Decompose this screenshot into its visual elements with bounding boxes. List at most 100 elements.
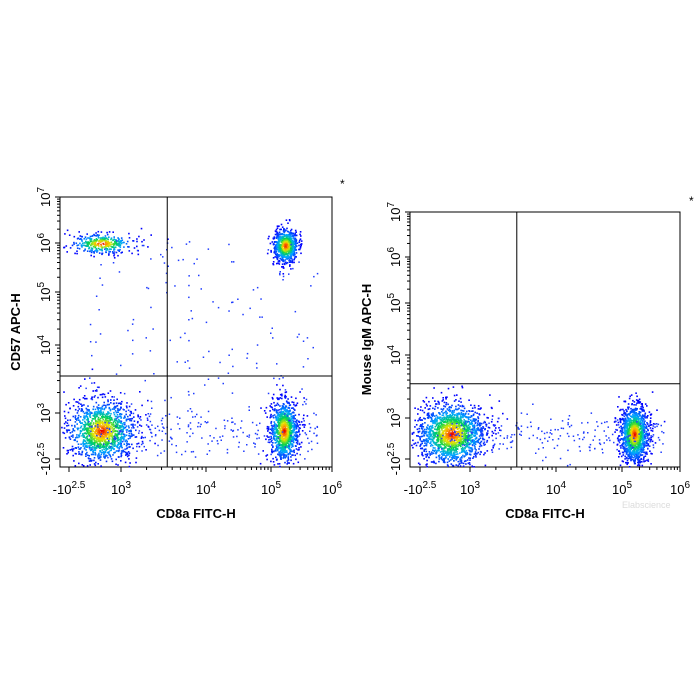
event-dot bbox=[126, 442, 128, 444]
event-dot bbox=[281, 226, 284, 228]
event-dot bbox=[263, 435, 266, 437]
event-dot bbox=[126, 431, 128, 433]
event-dot bbox=[71, 450, 74, 452]
event-dot bbox=[86, 427, 88, 429]
event-dot bbox=[459, 460, 461, 462]
event-dot bbox=[295, 426, 298, 428]
event-dot bbox=[79, 235, 82, 237]
event-dot bbox=[114, 405, 116, 408]
event-dot bbox=[111, 440, 114, 442]
event-dot bbox=[86, 435, 89, 437]
event-dot bbox=[298, 413, 300, 416]
event-dot bbox=[163, 427, 165, 429]
event-dot bbox=[421, 442, 423, 445]
event-dot bbox=[424, 453, 427, 456]
event-dot bbox=[132, 425, 134, 427]
event-dot bbox=[113, 442, 116, 444]
event-dot bbox=[105, 441, 107, 444]
event-dot bbox=[94, 452, 97, 455]
event-dot bbox=[484, 464, 487, 467]
event-dot bbox=[217, 306, 220, 309]
event-dot bbox=[436, 423, 439, 426]
event-dot bbox=[454, 443, 456, 446]
event-dot bbox=[81, 246, 83, 248]
event-dot bbox=[299, 391, 301, 393]
event-dot bbox=[137, 253, 140, 256]
event-dot bbox=[292, 246, 295, 249]
event-dot bbox=[149, 420, 152, 423]
event-dot bbox=[275, 417, 278, 420]
event-dot bbox=[286, 239, 289, 242]
event-dot bbox=[95, 389, 98, 391]
event-dot bbox=[283, 449, 285, 451]
event-dot bbox=[291, 248, 293, 251]
event-dot bbox=[456, 451, 458, 453]
event-dot bbox=[125, 405, 128, 407]
event-dot bbox=[479, 441, 482, 444]
event-dot bbox=[281, 412, 284, 415]
event-dot bbox=[287, 242, 290, 245]
event-dot bbox=[125, 439, 127, 441]
event-dot bbox=[443, 421, 446, 423]
event-dot bbox=[476, 429, 479, 431]
event-dot bbox=[285, 409, 288, 412]
event-dot bbox=[117, 416, 119, 418]
event-dot bbox=[442, 439, 445, 441]
event-dot bbox=[113, 408, 116, 410]
event-dot bbox=[236, 435, 238, 438]
corner-marker: * bbox=[340, 177, 345, 191]
event-dot bbox=[279, 405, 281, 407]
event-dot bbox=[272, 243, 275, 245]
event-dot bbox=[273, 421, 276, 423]
event-dot bbox=[288, 446, 290, 449]
event-dot bbox=[108, 417, 110, 420]
event-dot bbox=[272, 446, 274, 448]
event-dot bbox=[465, 432, 468, 434]
event-dot bbox=[279, 437, 281, 439]
event-dot bbox=[118, 418, 120, 421]
event-dot bbox=[461, 457, 463, 459]
event-dot bbox=[75, 418, 78, 420]
event-dot bbox=[119, 438, 121, 441]
event-dot bbox=[99, 432, 102, 434]
event-dot bbox=[102, 239, 105, 242]
event-dot bbox=[165, 415, 167, 417]
event-dot bbox=[104, 235, 107, 237]
event-dot bbox=[81, 242, 84, 245]
event-dot bbox=[429, 431, 432, 433]
event-dot bbox=[110, 245, 112, 248]
event-dot bbox=[105, 447, 107, 450]
event-dot bbox=[471, 465, 473, 467]
event-dot bbox=[313, 432, 315, 435]
event-dot bbox=[280, 449, 283, 451]
event-dot bbox=[288, 252, 290, 255]
event-dot bbox=[463, 443, 466, 446]
event-dot bbox=[116, 433, 119, 436]
event-dot bbox=[104, 419, 107, 422]
event-dot bbox=[299, 433, 301, 436]
event-dot bbox=[103, 413, 105, 416]
event-dot bbox=[277, 260, 280, 262]
event-dot bbox=[281, 431, 284, 433]
event-dot bbox=[436, 422, 438, 425]
event-dot bbox=[477, 416, 479, 418]
event-dot bbox=[454, 446, 457, 449]
event-dot bbox=[421, 447, 423, 449]
event-dot bbox=[448, 426, 451, 428]
event-dot bbox=[426, 463, 428, 465]
event-dot bbox=[175, 451, 178, 454]
event-dot bbox=[474, 418, 476, 420]
event-dot bbox=[279, 254, 281, 257]
event-dot bbox=[116, 405, 118, 407]
event-dot bbox=[128, 454, 130, 457]
event-dot bbox=[290, 251, 292, 253]
event-dot bbox=[124, 440, 127, 443]
event-dot bbox=[118, 241, 121, 243]
event-dot bbox=[467, 444, 470, 446]
event-dot bbox=[108, 420, 110, 422]
event-dot bbox=[279, 235, 281, 237]
event-dot bbox=[231, 348, 233, 351]
event-dot bbox=[446, 449, 449, 451]
event-dot bbox=[88, 423, 90, 425]
event-dot bbox=[177, 423, 179, 425]
